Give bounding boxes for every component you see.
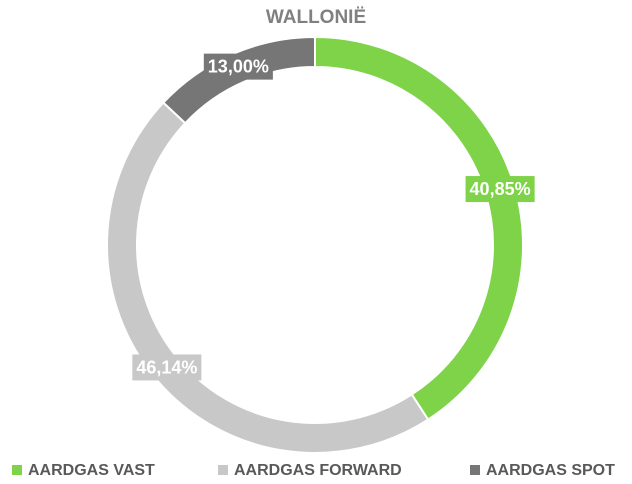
- donut-segment: [106, 101, 430, 454]
- data-label-text: 46,14%: [136, 357, 197, 377]
- legend-swatch: [12, 465, 22, 475]
- data-label-text: 13,00%: [208, 57, 269, 77]
- legend-swatch: [218, 465, 228, 475]
- legend-label: AARDGAS VAST: [28, 462, 155, 479]
- legend-label: AARDGAS FORWARD: [234, 462, 402, 479]
- data-label-box: [203, 53, 273, 80]
- donut-segment: [314, 35, 524, 421]
- chart-title: WALLONIË: [266, 7, 366, 28]
- data-label-text: 40,85%: [470, 179, 531, 199]
- data-label: 40,85%: [465, 176, 535, 203]
- legend-swatch: [470, 465, 480, 475]
- legend-label: AARDGAS SPOT: [486, 462, 615, 479]
- data-label: 46,14%: [132, 354, 202, 381]
- data-label-box: [132, 354, 202, 381]
- data-label-box: [465, 176, 535, 203]
- donut-segment: [161, 35, 316, 125]
- data-label: 13,00%: [203, 53, 273, 80]
